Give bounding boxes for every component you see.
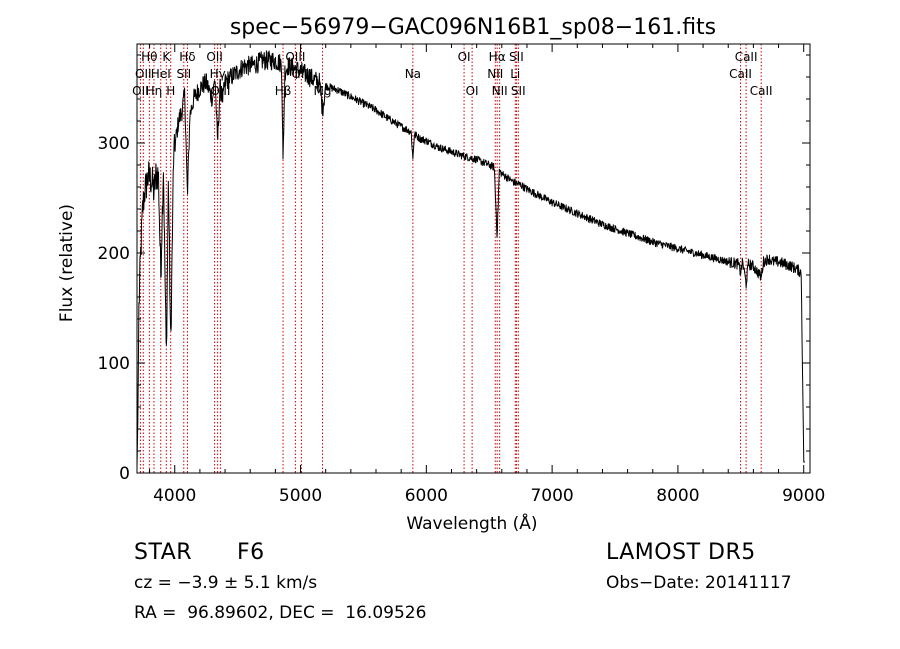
- coordinates: RA = 96.89602, DEC = 16.09526: [134, 603, 427, 623]
- y-axis-label: Flux (relative): [57, 204, 77, 322]
- line-label: CaII: [735, 50, 758, 64]
- line-label: OI: [466, 84, 479, 98]
- spectral-line-markers: [139, 44, 762, 473]
- line-label: Hδ: [179, 50, 195, 64]
- x-axis: 4000 5000 6000 7000 8000 9000: [149, 44, 825, 506]
- line-label: NII: [492, 84, 508, 98]
- y-tick-label: 100: [98, 354, 130, 374]
- x-axis-label: Wavelength (Å): [406, 512, 537, 534]
- y-tick-label: 200: [98, 244, 130, 264]
- line-label: Hη: [146, 84, 163, 98]
- line-label: NII: [487, 67, 503, 81]
- chart-title: spec−56979−GAC096N16B1_sp08−161.fits: [230, 15, 716, 40]
- line-label: OII: [135, 67, 152, 81]
- line-label: H: [166, 84, 175, 98]
- x-tick-label: 7000: [530, 486, 573, 506]
- x-tick-label: 9000: [782, 486, 825, 506]
- line-label: OII: [132, 84, 149, 98]
- line-label: CaII: [729, 67, 752, 81]
- line-label: HeI: [151, 67, 171, 81]
- object-subclass: F6: [237, 540, 265, 565]
- line-label: OIII: [285, 50, 305, 64]
- y-tick-label: 300: [98, 134, 130, 154]
- object-class: STAR: [134, 540, 193, 565]
- line-label: Mg: [314, 84, 332, 98]
- x-tick-label: 4000: [153, 486, 196, 506]
- line-label: K: [162, 50, 171, 64]
- line-label: Hα: [489, 50, 506, 64]
- line-label: CaII: [750, 84, 773, 98]
- line-label: Na: [405, 67, 421, 81]
- plot-frame: [136, 43, 811, 474]
- spectrum-line: [136, 50, 806, 468]
- line-label: SII: [176, 67, 191, 81]
- x-tick-label: 6000: [405, 486, 448, 506]
- line-label: Hβ: [275, 84, 292, 98]
- line-label: SII: [511, 84, 526, 98]
- line-label: Hθ: [141, 50, 157, 64]
- x-tick-label: 5000: [279, 486, 322, 506]
- observation-date: Obs−Date: 20141117: [606, 573, 792, 593]
- line-label: Li: [510, 67, 520, 81]
- line-label: OII: [206, 50, 223, 64]
- line-label: OI: [458, 50, 471, 64]
- redshift-velocity: cz = −3.9 ± 5.1 km/s: [134, 573, 318, 593]
- x-tick-label: 8000: [656, 486, 699, 506]
- y-axis: 0 100 200 300: [98, 54, 810, 484]
- survey-name: LAMOST DR5: [606, 540, 756, 565]
- line-label: Hγ: [210, 67, 226, 81]
- y-tick-label: 0: [119, 464, 130, 484]
- line-label: SII: [509, 50, 524, 64]
